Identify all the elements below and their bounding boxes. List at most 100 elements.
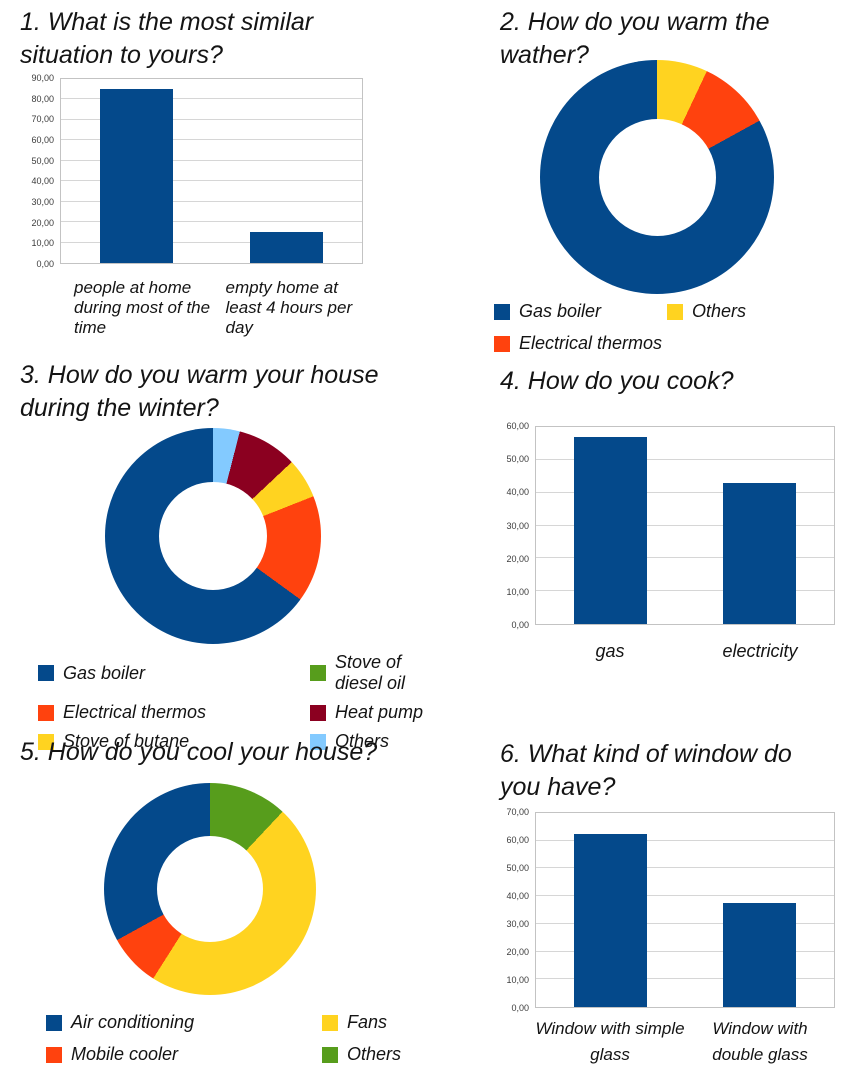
y-tick-label: 10,00 [506,586,529,597]
chart-title-q1: 1. What is the most similar situation to… [20,8,314,69]
bar [723,482,796,624]
legend-item: Mobile cooler [46,1044,322,1065]
donut-hole [598,118,716,236]
x-axis-labels: Window with simple glass Window with doub… [535,1016,835,1069]
legend-label: Heat pump [335,702,424,722]
panel-q6: 6. What kind of window do you have? 0,00… [428,730,857,1080]
legend-swatch [38,704,54,721]
legend-label: Electrical thermos [519,333,663,353]
legend-label: Others [692,301,747,321]
legend-swatch [38,733,54,750]
y-tick-label: 20,00 [506,553,529,564]
x-axis-labels: gas electricity [535,641,835,662]
legend-swatch [494,335,510,352]
legend-item: Gas boiler [494,301,667,322]
gridline [61,159,362,161]
bar [574,833,647,1007]
legend-item: Gas boiler [38,663,310,684]
bar-plot: 0,00 10,00 20,00 30,00 40,00 50,00 60,00 70,00 [505,807,857,1013]
gridline [61,241,362,243]
y-tick-label: 60,00 [506,835,529,845]
chart-title-q6: 6. What kind of window do you have? [500,740,792,801]
bar [99,89,173,263]
panel-q4: 4. How do you cook? 0,00 10,00 20,00 30,00 4… [428,355,857,730]
y-tick-label: 90,00 [31,73,54,83]
legend-item: Others [667,301,857,322]
donut-chart-q5: Air conditioning Mobile cooler Fans Others [0,783,428,1065]
panel-q2: 2. How do you warm the wather? Gas boile… [428,0,857,355]
legend-label: Air conditioning [71,1012,195,1032]
y-tick-label: 70,00 [31,114,54,125]
y-axis: 0,00 10,00 20,00 30,00 40,00 50,00 60,00 70,00 [505,807,535,1013]
legend-swatch [46,1014,62,1031]
y-tick-label: 40,00 [506,891,529,901]
legend-label: Others [335,731,390,751]
bar-chart-q1: 0,00 10,00 20,00 30,00 40,00 50,00 60,00 70,00 8… [20,73,428,338]
legend-item: Stove of butane [38,731,310,752]
y-tick-label: 0,00 [36,259,54,269]
bar-chart-q6: 0,00 10,00 20,00 30,00 40,00 50,00 60,00 70,00 W… [428,807,857,1069]
legend-label: Stove of diesel oil [335,652,406,693]
legend-item: Fans [322,1012,428,1033]
x-category-label: people at home during most of the time [74,278,211,338]
gridline [536,867,834,869]
legend-swatch [494,303,510,320]
legend-item: Electrical thermos [38,702,310,723]
donut-chart-q2: Gas boiler Electrical thermos Others [428,60,857,354]
x-category-label: gas [595,641,625,661]
y-tick-label: 0,00 [511,1003,529,1013]
bar [250,232,324,263]
bar [574,436,647,624]
legend-swatch [310,733,326,750]
gridline [61,221,362,223]
legend-swatch [667,303,683,320]
gridline [536,590,834,592]
gridline [61,139,362,141]
gridline [536,557,834,559]
donut-ring [105,428,321,644]
gridline [61,200,362,202]
donut-hole [159,482,267,590]
donut-hole [157,836,263,942]
y-tick-label: 50,00 [506,863,529,873]
legend-item: Stove of diesel oil [310,652,428,694]
y-tick-label: 20,00 [31,217,54,228]
bar [723,903,796,1007]
bar-chart-q4: 0,00 10,00 20,00 30,00 40,00 50,00 60,00 gas ele… [428,421,857,662]
gridline [61,98,362,100]
y-tick-label: 10,00 [31,238,54,249]
y-tick-label: 50,00 [31,155,54,166]
x-category-label: empty home at least 4 hours per day [225,278,353,338]
y-axis: 0,00 10,00 20,00 30,00 40,00 50,00 60,00 [505,421,535,630]
panel-q3: 3. How do you warm your house during the… [0,355,428,751]
gridline [61,118,362,120]
panel-q1: 1. What is the most similar situation to… [0,0,428,355]
legend-label: Mobile cooler [71,1044,179,1064]
y-tick-label: 60,00 [506,421,529,431]
legend-item: Heat pump [310,702,428,723]
gridline [536,458,834,460]
x-category-label: Window with simple glass [535,1019,685,1065]
y-tick-label: 0,00 [511,620,529,630]
gridline [536,978,834,980]
chart-title-q2: 2. How do you warm the wather? [500,8,770,69]
legend-swatch [38,665,54,681]
y-tick-label: 40,00 [31,176,54,187]
y-tick-label: 10,00 [506,975,529,985]
chart-title-q4: 4. How do you cook? [500,367,734,395]
x-axis-labels: people at home during most of the time em… [60,278,363,338]
gridline [536,491,834,493]
legend-label: Fans [347,1012,388,1032]
donut-ring [540,60,774,294]
gridline [536,950,834,952]
legend-item: Air conditioning [46,1012,322,1033]
legend: Gas boiler Electrical thermos Others [494,301,857,354]
legend-label: Stove of butane [63,731,190,751]
panel-q5: 5. How do you cool your house? Air condi… [0,730,428,1080]
plot-area [60,78,363,264]
legend-item: Others [322,1044,428,1065]
bar-plot: 0,00 10,00 20,00 30,00 40,00 50,00 60,00 70,00 8… [20,73,428,269]
legend-label: Others [347,1044,402,1064]
legend-swatch [310,704,326,721]
